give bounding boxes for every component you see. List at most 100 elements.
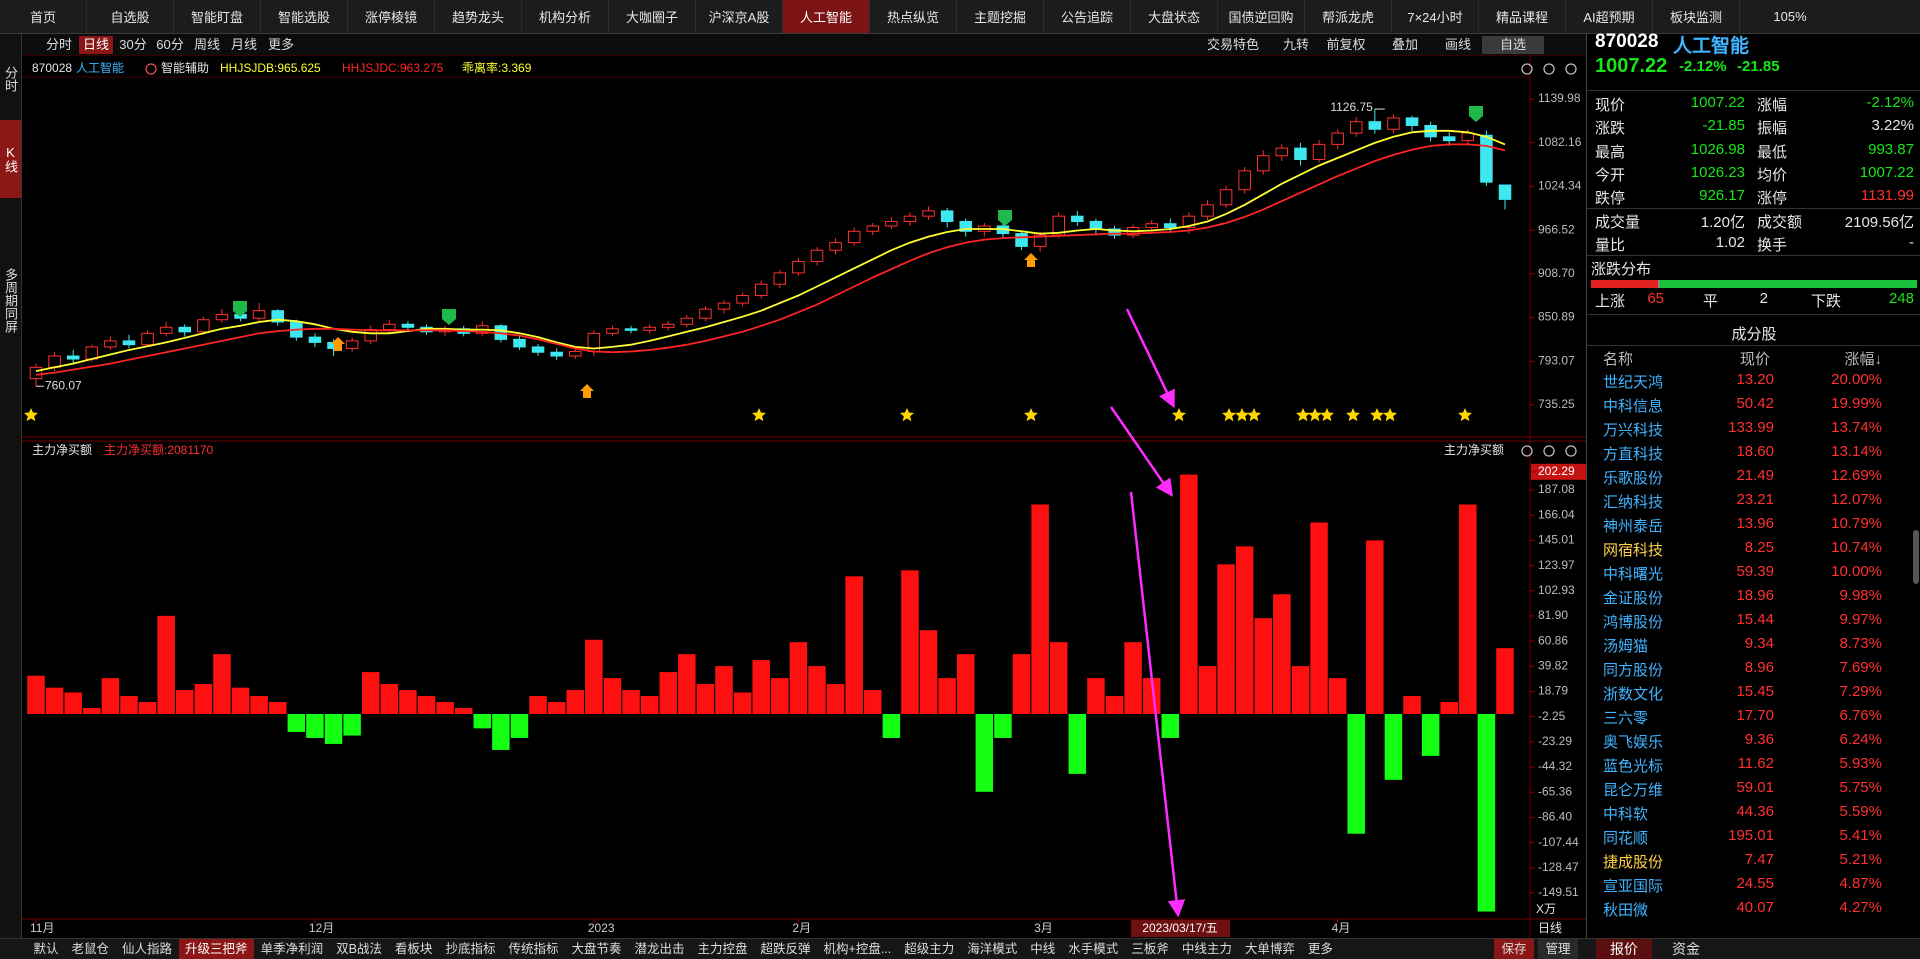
nav-tab[interactable]: 趋势龙头 [435,0,522,33]
indicator-tab[interactable]: 默认 [33,942,59,956]
indicator-tab[interactable]: 双B战法 [336,942,382,956]
side-tab[interactable]: K线 [0,120,21,198]
indicator-tab[interactable]: 海洋模式 [967,942,1018,956]
nav-tab[interactable]: 人工智能 [783,0,870,33]
stock-name[interactable]: 中科信息 [1603,398,1664,415]
nav-tab[interactable]: 公告追踪 [1044,0,1131,33]
x-tick-label: 2月 [792,921,811,935]
indicator-tab[interactable]: 升级三把斧 [178,939,255,959]
stock-name[interactable]: 宣亚国际 [1603,878,1664,895]
nav-tab[interactable]: 7×24小时 [1392,0,1479,33]
tool-button[interactable]: 画线 [1444,37,1471,52]
period-tab[interactable]: 更多 [267,37,294,52]
nav-tab[interactable]: 智能盯盘 [174,0,261,33]
settings-icon[interactable] [1521,63,1533,75]
tool-button[interactable]: 九转 [1282,37,1309,52]
action-button[interactable]: 管理 [1538,939,1578,959]
scrollbar[interactable] [1913,530,1919,584]
stock-name[interactable]: 方直科技 [1603,446,1664,463]
nav-tab[interactable]: 智能选股 [261,0,348,33]
tool-button[interactable]: 自选 [1482,36,1544,54]
indicator-tab[interactable]: 中线 [1030,942,1056,956]
stock-name[interactable]: 乐歌股份 [1603,470,1664,487]
indicator-tab[interactable]: 看板块 [394,942,433,956]
indicator-tab[interactable]: 主力控盘 [697,942,748,956]
indicator-tab[interactable]: 大盘节奏 [571,942,622,956]
action-button[interactable]: 保存 [1494,939,1534,959]
indicator-tab[interactable]: 超跌反弹 [760,942,811,956]
panel-tab[interactable]: 资金 [1672,941,1700,957]
y-tick-label: -107.44 [1538,835,1579,849]
tool-button[interactable]: 叠加 [1391,37,1418,52]
stock-name[interactable]: 中科软 [1603,806,1649,823]
nav-tab[interactable]: 板块监测 [1653,0,1740,33]
help-icon[interactable] [1543,63,1555,75]
tool-button[interactable]: 交易特色 [1206,37,1259,52]
nav-tab[interactable]: 大盘状态 [1131,0,1218,33]
nav-tab[interactable]: 帮派龙虎 [1305,0,1392,33]
indicator-tab[interactable]: 超级主力 [904,942,955,956]
stock-name[interactable]: 网宿科技 [1603,542,1664,559]
nav-tab[interactable]: 热点纵览 [870,0,957,33]
stock-name[interactable]: 同方股份 [1603,662,1664,679]
nav-tab[interactable]: 主题挖掘 [957,0,1044,33]
stock-name[interactable]: 秋田微 [1603,902,1649,919]
indicator-tab[interactable]: 更多 [1307,942,1333,956]
stock-price: 7.47 [1744,851,1774,868]
period-tab[interactable]: 60分 [156,37,184,52]
stock-name[interactable]: 昆仑万维 [1603,782,1664,799]
stock-name[interactable]: 鸿博股份 [1603,614,1664,631]
period-tab[interactable]: 分时 [45,37,72,52]
stock-name[interactable]: 同花顺 [1603,830,1649,847]
indicator-tab[interactable]: 三板斧 [1131,942,1169,956]
indicator-tab[interactable]: 抄底指标 [445,942,496,956]
stock-name[interactable]: 浙数文化 [1603,686,1664,703]
indicator-tab[interactable]: 仙人指路 [122,942,173,956]
nav-tab[interactable]: 精品课程 [1479,0,1566,33]
stock-name[interactable]: 三六零 [1603,710,1649,727]
nav-tab[interactable]: 首页 [0,0,87,33]
help-icon[interactable] [1543,445,1555,457]
indicator-tab[interactable]: 大单博弈 [1244,942,1295,956]
side-tab[interactable]: 多周期同屏 [3,267,18,333]
stock-name[interactable]: 汤姆猫 [1603,638,1649,655]
close-icon[interactable] [1565,445,1577,457]
toggle-icon[interactable] [145,63,157,75]
side-tab[interactable]: 分时 [3,66,18,92]
stock-name[interactable]: 万兴科技 [1603,422,1664,439]
indicator-tab[interactable]: 机构+控盘... [823,942,892,956]
stock-name[interactable]: 神州泰岳 [1603,518,1664,535]
close-icon[interactable] [1565,63,1577,75]
stock-name[interactable]: 世纪天鸿 [1603,374,1664,391]
nav-tab[interactable]: AI超预期 [1566,0,1653,33]
indicator-tab[interactable]: 单季净利润 [260,942,324,956]
period-tab[interactable]: 日线 [79,36,113,54]
stock-name[interactable]: 金证股份 [1603,590,1664,607]
stock-name[interactable]: 汇纳科技 [1603,494,1664,511]
window-controls[interactable] [1830,0,1920,33]
panel-tab[interactable]: 报价 [1596,939,1652,959]
tool-button[interactable]: 前复权 [1326,37,1366,52]
stock-name[interactable]: 中科曙光 [1603,566,1664,583]
period-tab[interactable]: 周线 [193,37,220,52]
nav-tab[interactable]: 沪深京A股 [696,0,783,33]
period-tab[interactable]: 30分 [119,37,147,52]
nav-tab[interactable]: 机构分析 [522,0,609,33]
bar [1403,696,1421,714]
stock-name[interactable]: 捷成股份 [1603,854,1664,871]
indicator-tab[interactable]: 潜龙出击 [634,942,685,956]
stock-name[interactable]: 蓝色光标 [1603,758,1664,775]
indicator-tab[interactable]: 传统指标 [508,942,559,956]
nav-tab[interactable]: 国债逆回购 [1218,0,1305,33]
nav-tab[interactable]: 涨停棱镜 [348,0,435,33]
nav-tab[interactable]: 大咖圈子 [609,0,696,33]
indicator-tab[interactable]: 老鼠仓 [71,942,110,956]
indicator-tab[interactable]: 水手模式 [1068,942,1119,956]
nav-tab[interactable]: 自选股 [87,0,174,33]
period-tab[interactable]: 月线 [230,37,257,52]
stock-name[interactable]: 奥飞娱乐 [1603,734,1664,751]
indicator-tab[interactable]: 中线主力 [1181,942,1232,956]
column-header[interactable]: 涨幅↓ [1844,351,1882,368]
zoom-level[interactable]: 105% [1773,9,1807,24]
settings-icon[interactable] [1521,445,1533,457]
